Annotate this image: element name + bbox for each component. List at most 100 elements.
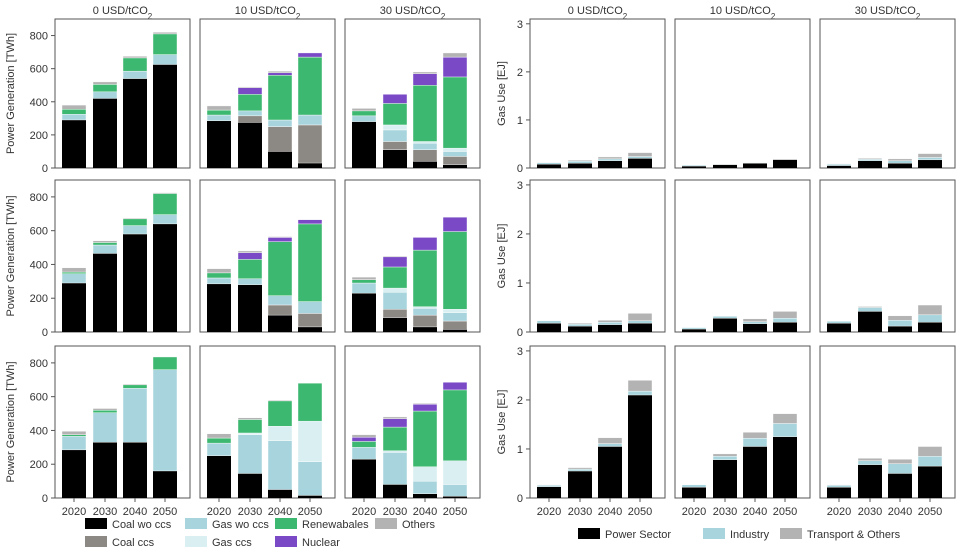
gas-xtick-label-2040: 2040	[743, 506, 767, 518]
power-bar-gas_wo_ccs-2040-r1-c3	[412, 142, 438, 150]
gas-xtick-label-2050: 2050	[773, 506, 797, 518]
gas-ytick-label: 1	[517, 115, 523, 127]
power-bar-coal_wo_ccs-2030-r2-c2	[238, 284, 262, 332]
power-bar-others-2030-r3-c1	[92, 408, 118, 411]
power-bar-nuclear-2020-r3-c3	[351, 437, 377, 442]
power-bar-renewables-2040-r2-c2	[267, 241, 293, 296]
gas-bar-power_sector-2050-r2-c3	[918, 322, 942, 332]
gas-ytick-label: 2	[517, 67, 523, 79]
power-bar-coal_wo_ccs-2040-r1-c1	[123, 78, 147, 168]
power-bar-gas_ccs-2040-r1-c3	[412, 141, 438, 144]
power-column-title-3: 30 USD/tCO2	[380, 5, 446, 21]
power-xtick-label-2040: 2040	[123, 506, 147, 518]
legend-swatch-others	[375, 518, 397, 529]
power-bar-renewables-2040-r3-c1	[122, 384, 148, 389]
gas-bar-power_sector-2020-r2-c1	[537, 323, 561, 332]
gas-xtick-label-2030: 2030	[713, 506, 737, 518]
power-xtick-label-2030: 2030	[383, 506, 407, 518]
gas-bar-industry-2020-r1-c1	[536, 162, 562, 165]
power-bar-coal_wo_ccs-2040-r3-c1	[123, 442, 147, 498]
column-title-text: 0 USD/tCO	[568, 5, 623, 17]
power-bar-nuclear-2030-r2-c2	[237, 252, 263, 260]
power-bar-gas_wo_ccs-2040-r2-c2	[267, 295, 293, 306]
power-bar-coal_wo_ccs-2040-r2-c1	[123, 234, 147, 332]
legend-swatch-gas_wo_ccs	[185, 518, 207, 529]
gas-bar-power_sector-2040-r3-c1	[598, 446, 622, 498]
power-xtick-label-2020: 2020	[62, 506, 86, 518]
power-bar-gas_wo_ccs-2020-r3-c1	[61, 436, 87, 451]
gas-bar-transport_others-2030-r3-c3	[857, 458, 883, 461]
power-bar-gas_wo_ccs-2020-r3-c2	[206, 442, 232, 456]
power-bar-others-2020-r3-c1	[61, 431, 87, 435]
power-xtick-label-2020: 2020	[352, 506, 376, 518]
power-ytick-label: 200	[30, 293, 48, 305]
power-bar-coal_wo_ccs-2030-r2-c1	[93, 253, 117, 332]
power-bar-others-2020-r3-c3	[351, 434, 377, 438]
gas-bar-transport_others-2040-r3-c1	[597, 437, 623, 444]
gas-bar-power_sector-2030-r2-c1	[568, 326, 592, 332]
gas-bar-power_sector-2050-r3-c3	[918, 466, 942, 498]
power-bar-coal_ccs-2040-r2-c3	[412, 314, 438, 328]
power-bar-others-2030-r3-c3	[382, 416, 408, 419]
gas-bar-industry-2030-r1-c3	[857, 159, 883, 161]
power-bar-renewables-2030-r3-c3	[382, 426, 408, 451]
power-xtick-label-2040: 2040	[268, 506, 292, 518]
power-bar-renewables-2030-r2-c2	[237, 259, 263, 280]
power-bar-coal_ccs-2040-r1-c2	[267, 126, 293, 152]
power-bar-renewables-2050-r2-c1	[152, 193, 178, 215]
gas-bar-transport_others-2050-r2-c3	[917, 304, 943, 316]
power-bar-coal_wo_ccs-2030-r3-c3	[383, 484, 407, 498]
power-bar-coal_wo_ccs-2020-r1-c3	[352, 121, 376, 168]
power-bar-renewables-2020-r2-c3	[351, 279, 377, 284]
gas-bar-power_sector-2040-r1-c1	[598, 160, 622, 168]
power-bar-gas_wo_ccs-2040-r2-c1	[122, 225, 148, 235]
column-title-subscript: 2	[916, 12, 921, 21]
power-bar-renewables-2030-r1-c1	[92, 84, 118, 93]
power-bar-nuclear-2030-r2-c3	[382, 256, 408, 268]
power-bar-gas_wo_ccs-2020-r1-c2	[206, 114, 232, 122]
power-bar-renewables-2030-r2-c3	[382, 266, 408, 289]
power-bar-coal_wo_ccs-2050-r2-c3	[443, 329, 467, 332]
gas-xtick-label-2040: 2040	[888, 506, 912, 518]
gas-xtick-label-2020: 2020	[537, 506, 561, 518]
legend-label-industry: Industry	[730, 529, 770, 541]
power-ytick-label: 800	[30, 192, 48, 204]
power-bar-gas_ccs-2040-r3-c3	[412, 466, 438, 482]
power-bar-coal_wo_ccs-2030-r3-c2	[238, 473, 262, 498]
gas-bar-transport_others-2040-r3-c2	[742, 432, 768, 439]
power-bar-nuclear-2040-r2-c3	[412, 237, 438, 251]
column-title-text: 10 USD/tCO	[710, 5, 772, 17]
power-ytick-label: 600	[30, 226, 48, 238]
gas-bar-industry-2020-r2-c1	[536, 320, 562, 324]
power-bar-gas_wo_ccs-2040-r1-c1	[122, 70, 148, 79]
power-bar-gas_wo_ccs-2040-r3-c3	[412, 480, 438, 494]
power-bar-gas_wo_ccs-2030-r2-c2	[237, 278, 263, 285]
gas-bar-power_sector-2030-r3-c1	[568, 471, 592, 498]
gas-bar-power_sector-2040-r3-c2	[743, 446, 767, 498]
power-bar-renewables-2030-r1-c2	[237, 94, 263, 112]
power-bar-renewables-2020-r3-c1	[61, 434, 87, 437]
power-bar-gas_wo_ccs-2050-r1-c2	[297, 114, 323, 126]
power-bar-coal_wo_ccs-2050-r1-c2	[298, 163, 322, 168]
power-bar-coal_wo_ccs-2050-r1-c3	[443, 164, 467, 168]
legend-label-gas_wo_ccs: Gas wo ccs	[212, 519, 269, 531]
gas-bar-power_sector-2040-r2-c1	[598, 324, 622, 332]
legend-label-nuclear: Nuclear	[302, 537, 340, 549]
power-bar-coal_wo_ccs-2020-r2-c1	[62, 283, 86, 332]
gas-bar-power_sector-2030-r1-c2	[713, 164, 737, 168]
power-bar-coal_wo_ccs-2040-r2-c3	[413, 326, 437, 332]
gas-bar-industry-2040-r1-c1	[597, 158, 623, 161]
power-bar-coal_wo_ccs-2030-r1-c3	[383, 149, 407, 168]
gas-bar-industry-2050-r3-c3	[917, 456, 943, 467]
power-bar-others-2040-r3-c3	[412, 403, 438, 405]
gas-bar-transport_others-2050-r3-c3	[917, 446, 943, 457]
power-bar-renewables-2030-r1-c3	[382, 103, 408, 126]
legend-label-renewables: Renewabales	[302, 519, 369, 531]
gas-panel-frame-r1-c2	[674, 18, 811, 169]
power-bar-coal_wo_ccs-2050-r3-c2	[298, 495, 322, 498]
power-bar-gas_ccs-2030-r2-c3	[382, 287, 408, 293]
power-ytick-label: 600	[30, 64, 48, 76]
power-bar-nuclear-2030-r3-c3	[382, 418, 408, 428]
power-bar-coal_ccs-2050-r2-c2	[297, 313, 323, 328]
gas-bar-transport_others-2030-r3-c2	[712, 453, 738, 457]
